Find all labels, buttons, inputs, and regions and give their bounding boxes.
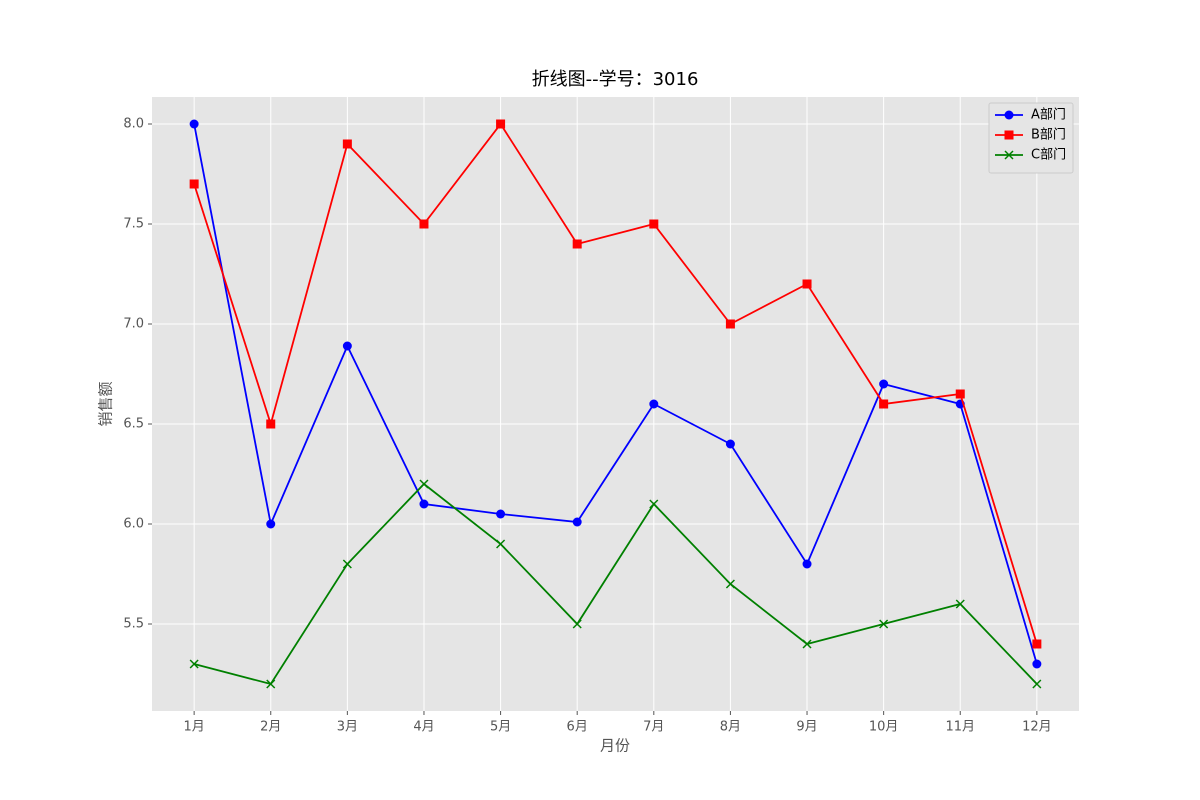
plot-background <box>152 97 1079 711</box>
x-tick-label: 4月 <box>413 720 434 735</box>
marker <box>1032 679 1042 689</box>
marker <box>419 219 429 229</box>
legend-label: A部门 <box>1031 108 1066 123</box>
marker <box>572 619 582 629</box>
marker <box>1004 130 1014 140</box>
marker <box>1004 110 1014 120</box>
marker <box>802 279 812 289</box>
x-tick-label: 7月 <box>643 720 664 735</box>
marker <box>342 341 352 351</box>
x-axis-label: 月份 <box>600 737 630 755</box>
x-tick-label: 3月 <box>337 720 358 735</box>
x-tick-label: 2月 <box>260 720 281 735</box>
line <box>193 122 1038 645</box>
line <box>193 123 1038 665</box>
marker <box>496 119 506 129</box>
marker <box>572 239 582 249</box>
marker <box>725 439 735 449</box>
marker <box>1032 659 1042 669</box>
marker <box>266 519 276 529</box>
legend-label: C部门 <box>1031 148 1066 163</box>
legend: A部门 B部门 C部门 <box>988 102 1074 174</box>
marker <box>266 679 276 689</box>
x-tick-label: 10月 <box>869 720 899 735</box>
marker <box>955 599 965 609</box>
marker <box>189 179 199 189</box>
marker <box>189 119 199 129</box>
marker <box>649 219 659 229</box>
marker <box>496 539 506 549</box>
marker <box>342 139 352 149</box>
marker <box>1032 639 1042 649</box>
marker <box>649 499 659 509</box>
x-tick-label: 1月 <box>183 720 204 735</box>
chart-title: 折线图--学号：3016 <box>532 69 699 90</box>
x-tick-label: 8月 <box>720 720 741 735</box>
y-tick-label: 7.5 <box>123 217 144 232</box>
marker <box>879 399 889 409</box>
marker <box>1004 150 1014 160</box>
marker <box>879 619 889 629</box>
marker <box>189 659 199 669</box>
x-tick-label: 9月 <box>796 720 817 735</box>
y-tick-label: 6.0 <box>123 517 144 532</box>
x-tick-label: 6月 <box>567 720 588 735</box>
line <box>193 482 1038 686</box>
x-tick-label: 12月 <box>1022 720 1052 735</box>
marker <box>955 389 965 399</box>
marker <box>879 379 889 389</box>
y-tick-label: 6.5 <box>123 417 144 432</box>
marker <box>496 509 506 519</box>
marker <box>725 319 735 329</box>
marker <box>572 517 582 527</box>
marker <box>342 559 352 569</box>
y-tick-label: 7.0 <box>123 317 144 332</box>
marker <box>802 559 812 569</box>
marker <box>266 419 276 429</box>
y-axis-label: 销售额 <box>97 381 115 426</box>
marker <box>802 639 812 649</box>
x-tick-label: 11月 <box>945 720 975 735</box>
marker <box>419 499 429 509</box>
marker <box>419 479 429 489</box>
y-tick-label: 5.5 <box>123 617 144 632</box>
marker <box>725 579 735 589</box>
legend-label: B部门 <box>1031 128 1066 143</box>
marker <box>649 399 659 409</box>
y-tick-label: 8.0 <box>123 117 144 132</box>
x-tick-label: 5月 <box>490 720 511 735</box>
